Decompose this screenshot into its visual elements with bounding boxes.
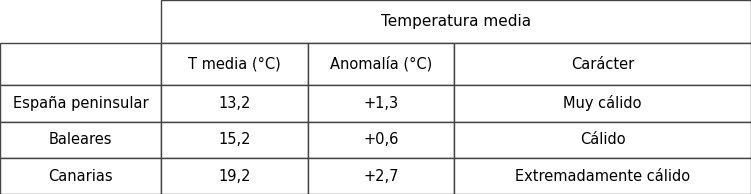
Bar [0, 43, 161, 85]
Bar [308, 122, 454, 158]
Text: +0,6: +0,6 [363, 132, 399, 147]
Bar [454, 43, 751, 85]
Text: Canarias: Canarias [48, 169, 113, 184]
Bar [161, 122, 308, 158]
Bar [454, 122, 751, 158]
Bar [308, 85, 454, 122]
Bar [161, 0, 751, 43]
Bar [161, 85, 308, 122]
Text: 13,2: 13,2 [219, 96, 251, 111]
Bar [308, 158, 454, 194]
Text: España peninsular: España peninsular [13, 96, 149, 111]
Bar [161, 43, 308, 85]
Text: T media (°C): T media (°C) [189, 56, 281, 72]
Text: Muy cálido: Muy cálido [563, 95, 642, 112]
Bar [0, 85, 161, 122]
Text: 15,2: 15,2 [219, 132, 251, 147]
Text: +2,7: +2,7 [363, 169, 399, 184]
Bar [0, 158, 161, 194]
Text: Baleares: Baleares [49, 132, 113, 147]
Text: +1,3: +1,3 [363, 96, 399, 111]
Bar [161, 158, 308, 194]
Text: Carácter: Carácter [571, 56, 635, 72]
Text: 19,2: 19,2 [219, 169, 251, 184]
Text: Anomalía (°C): Anomalía (°C) [330, 56, 433, 72]
Bar [454, 85, 751, 122]
Text: Temperatura media: Temperatura media [382, 14, 531, 29]
Bar [0, 122, 161, 158]
Bar [454, 158, 751, 194]
Text: Extremadamente cálido: Extremadamente cálido [515, 169, 690, 184]
Text: Cálido: Cálido [580, 132, 626, 147]
Bar [308, 43, 454, 85]
